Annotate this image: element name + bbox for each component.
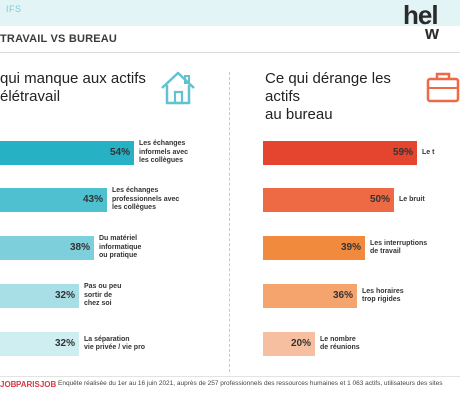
left-category-label-line: vie privée / vie pro	[84, 344, 146, 351]
left-category-label-line: Les échanges	[139, 140, 186, 148]
right-value-label: 50%	[369, 194, 390, 205]
right-value-label: 36%	[332, 290, 353, 301]
left-category-label: Pas ou peu sortir de chez soi	[84, 283, 164, 309]
left-value-label: 32%	[54, 290, 75, 301]
left-category-label-line: Pas ou peu	[84, 283, 122, 291]
header-divider	[0, 52, 460, 53]
right-category-label: Le t	[422, 149, 460, 158]
right-bar	[263, 284, 357, 308]
right-bar	[263, 141, 417, 165]
left-category-label-line: La séparation	[84, 335, 130, 343]
left-bar	[0, 284, 79, 308]
subtitle: TRAVAIL VS BUREAU	[0, 33, 118, 45]
left-bar	[0, 236, 94, 260]
right-category-label: Les horaires trop rigides	[362, 288, 432, 305]
right-category-label: Le nombre de réunions	[320, 336, 390, 353]
left-value-label: 38%	[69, 242, 90, 253]
left-category-label: Les échanges professionnels avec les collè…	[112, 187, 192, 213]
right-bar	[263, 332, 315, 356]
right-category-label-line: de travail	[370, 248, 401, 255]
house-icon	[161, 71, 195, 105]
right-bar	[263, 188, 394, 212]
left-category-label: Du matériel informatique ou pratique	[99, 235, 179, 261]
right-value-label: 20%	[290, 338, 311, 349]
left-category-label-line: professionnels avec	[112, 195, 180, 203]
left-category-label: Les échanges informels avec les collègues	[139, 140, 219, 166]
right-category-label-line: Le nombre	[320, 335, 356, 343]
left-panel-title-line: qui manque aux actifs	[0, 70, 146, 87]
tagline: IFS	[6, 4, 22, 14]
footer-note: Enquête réalisée du 1er au 16 juin 2021,…	[58, 380, 443, 387]
top-banner: IFS	[0, 0, 460, 26]
left-category-label-line: sortir de	[84, 291, 113, 299]
footer-brand-job: JOB	[0, 380, 17, 389]
left-category-label-line: informatique	[99, 243, 142, 251]
right-category-label-line: trop rigides	[362, 296, 401, 303]
right-category-label-line: Le t	[422, 148, 435, 156]
right-value-label: 59%	[392, 147, 413, 158]
brand-logo-line2: w	[425, 23, 440, 43]
left-panel-title-line: élétravail	[0, 88, 61, 105]
left-category-label: La séparation vie privée / vie pro	[84, 336, 164, 353]
footer-brand-parisjob: PARISJOB	[16, 380, 57, 389]
panel-divider	[229, 72, 230, 372]
right-category-label-line: de réunions	[320, 344, 360, 351]
left-category-label-line: Les échanges	[112, 187, 159, 195]
briefcase-icon	[426, 72, 460, 103]
left-value-label: 32%	[54, 338, 75, 349]
left-value-label: 54%	[109, 147, 130, 158]
left-category-label-line: Du matériel	[99, 235, 138, 243]
left-category-label-line: ou pratique	[99, 252, 138, 260]
left-bar	[0, 141, 134, 165]
footer	[0, 376, 460, 401]
right-value-label: 39%	[340, 242, 361, 253]
right-category-label-line: Le bruit	[399, 195, 425, 203]
right-category-label-line: Les interruptions	[370, 239, 428, 247]
left-value-label: 43%	[82, 194, 103, 205]
left-bar	[0, 332, 79, 356]
right-category-label: Le bruit	[399, 196, 460, 205]
right-bar	[263, 236, 365, 260]
right-panel-title-line: au bureau	[265, 106, 333, 123]
left-category-label-line: informels avec	[139, 148, 189, 156]
right-category-label: Les interruptions de travail	[370, 240, 440, 257]
left-category-label-line: chez soi	[84, 300, 112, 308]
right-category-label-line: Les horaires	[362, 287, 404, 295]
left-bar	[0, 188, 107, 212]
right-panel-title: Ce qui dérange les actifs au bureau	[265, 70, 425, 124]
right-panel-title-line: Ce qui dérange les actifs	[265, 70, 391, 105]
brand-logo: hel	[403, 0, 439, 30]
left-category-label-line: les collègues	[112, 204, 156, 212]
left-category-label-line: les collègues	[139, 157, 183, 165]
left-panel-title: qui manque aux actifs élétravail	[0, 70, 160, 106]
